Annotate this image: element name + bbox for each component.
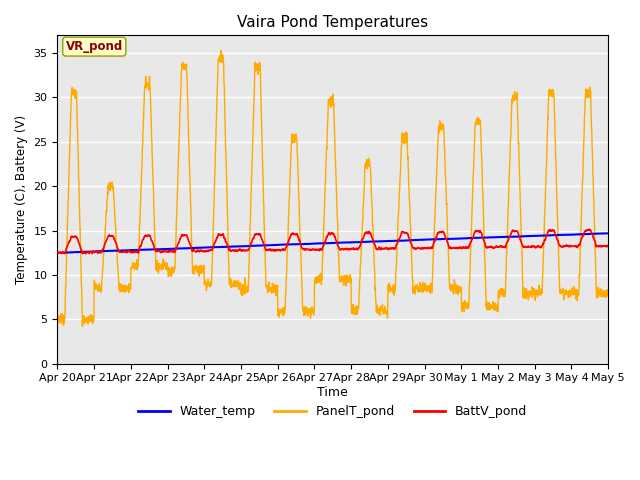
Legend: Water_temp, PanelT_pond, BattV_pond: Water_temp, PanelT_pond, BattV_pond	[133, 400, 532, 423]
Text: VR_pond: VR_pond	[66, 40, 123, 53]
Y-axis label: Temperature (C), Battery (V): Temperature (C), Battery (V)	[15, 115, 28, 284]
X-axis label: Time: Time	[317, 386, 348, 399]
Title: Vaira Pond Temperatures: Vaira Pond Temperatures	[237, 15, 428, 30]
